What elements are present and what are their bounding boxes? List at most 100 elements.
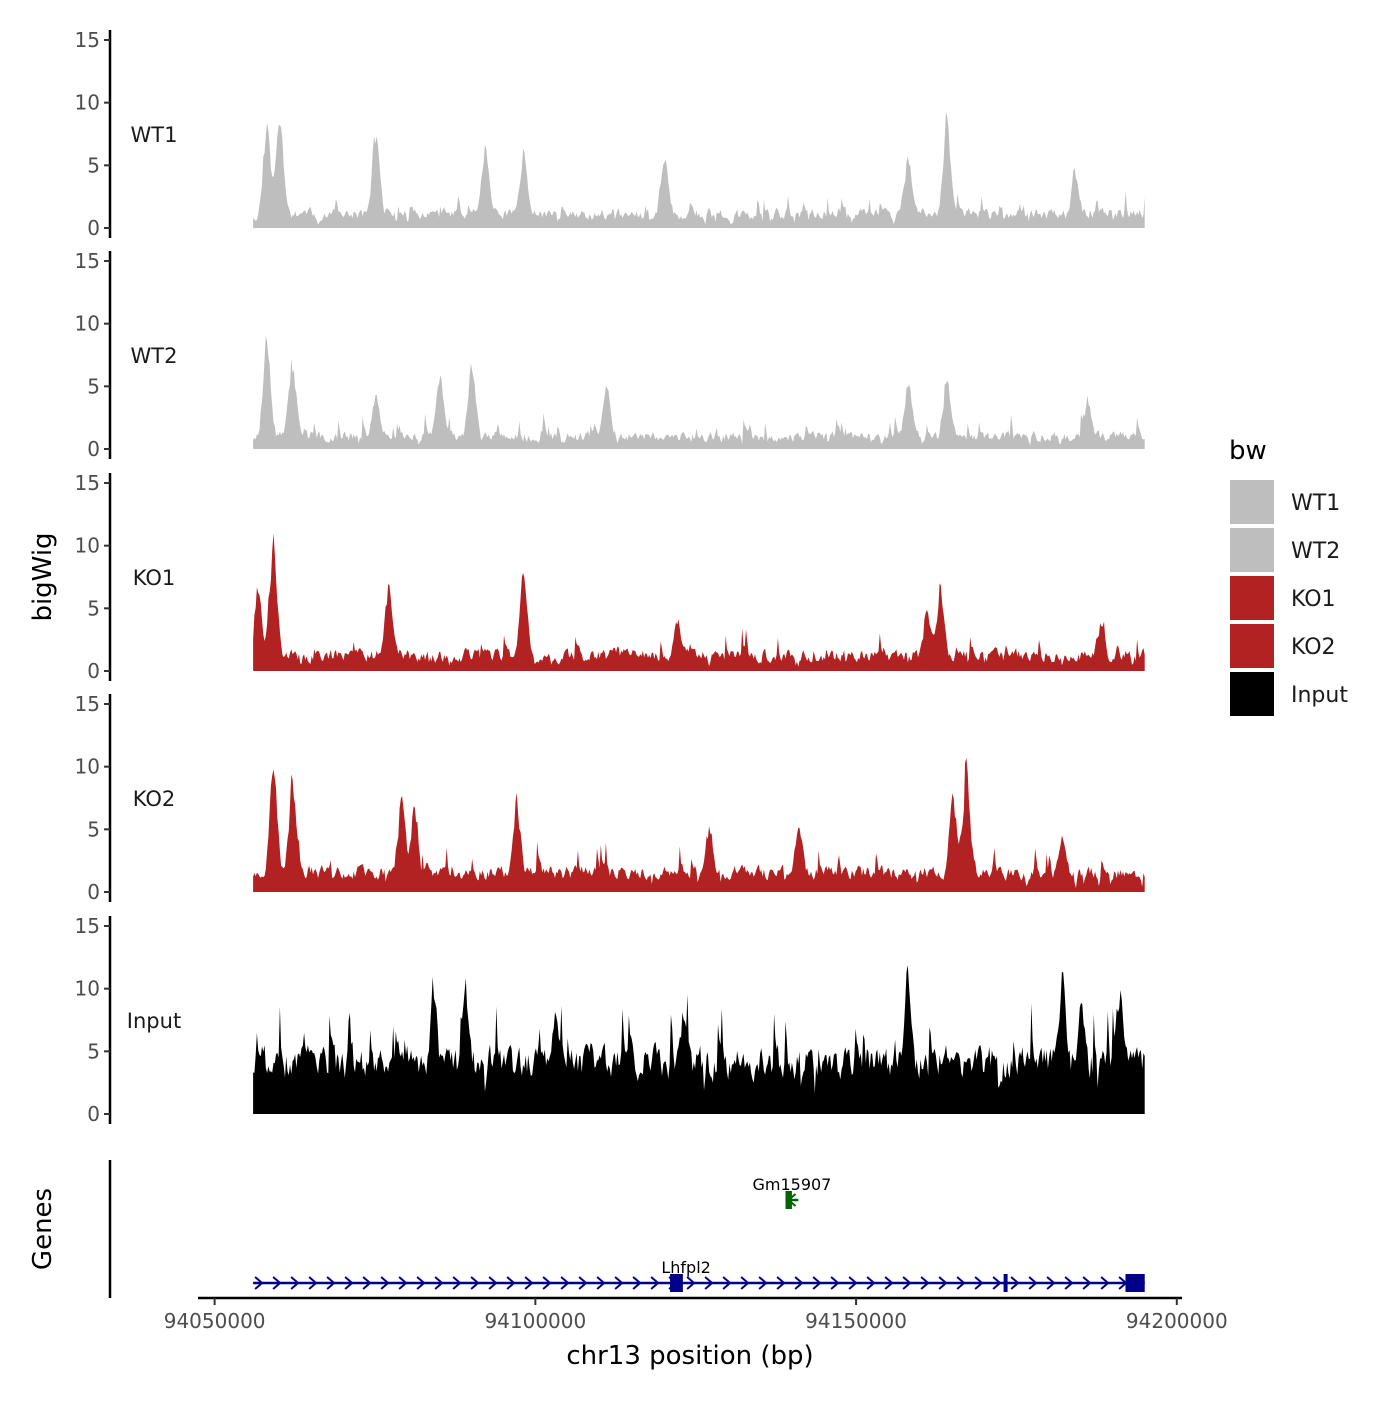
strand-arrow bbox=[344, 1276, 354, 1290]
strand-arrow bbox=[902, 1276, 912, 1290]
strand-arrow bbox=[1100, 1276, 1110, 1290]
track-label: WT2 bbox=[131, 344, 178, 368]
y-tick-label: 15 bbox=[75, 914, 100, 938]
strand-arrow bbox=[704, 1276, 714, 1290]
legend-label: WT1 bbox=[1291, 491, 1340, 516]
strand-arrow bbox=[830, 1276, 840, 1290]
y-tick-label: 15 bbox=[75, 692, 100, 716]
legend-item-input: Input bbox=[1230, 672, 1348, 716]
strand-arrow bbox=[974, 1276, 984, 1290]
strand-arrow bbox=[272, 1276, 282, 1290]
y-tick-label: 5 bbox=[87, 374, 100, 398]
gene-label: Lhfpl2 bbox=[661, 1258, 710, 1277]
y-tick-label: 15 bbox=[75, 471, 100, 495]
strand-arrow bbox=[938, 1276, 948, 1290]
legend-swatch bbox=[1230, 624, 1274, 668]
strand-arrow bbox=[758, 1276, 768, 1290]
strand-arrow bbox=[398, 1276, 408, 1290]
y-tick-label: 10 bbox=[75, 755, 100, 779]
y-axis-title: bigWig bbox=[28, 532, 58, 621]
signal-area-ko2 bbox=[253, 758, 1145, 892]
strand-arrow bbox=[578, 1276, 588, 1290]
strand-arrow bbox=[290, 1276, 300, 1290]
track-wt1: 0 5 10 15 WT1 bbox=[75, 28, 1145, 240]
strand-arrow bbox=[308, 1276, 318, 1290]
strand-arrow bbox=[416, 1276, 426, 1290]
strand-arrow bbox=[506, 1276, 516, 1290]
legend-item-ko2: KO2 bbox=[1230, 624, 1336, 668]
strand-arrow bbox=[1064, 1276, 1074, 1290]
legend-swatch bbox=[1230, 672, 1274, 716]
strand-arrow bbox=[884, 1276, 894, 1290]
y-tick-label: 10 bbox=[75, 312, 100, 336]
legend-label: KO1 bbox=[1291, 587, 1336, 612]
track-label: KO1 bbox=[133, 566, 176, 590]
strand-arrow bbox=[362, 1276, 372, 1290]
strand-arrow bbox=[560, 1276, 570, 1290]
legend-item-ko1: KO1 bbox=[1230, 576, 1336, 620]
strand-arrow bbox=[614, 1276, 624, 1290]
strand-arrow bbox=[776, 1276, 786, 1290]
exon bbox=[670, 1274, 683, 1292]
y-tick-label: 15 bbox=[75, 249, 100, 273]
legend-label: Input bbox=[1291, 683, 1348, 708]
y-tick-label: 0 bbox=[87, 659, 100, 683]
y-tick-label: 0 bbox=[87, 1102, 100, 1126]
strand-arrow bbox=[380, 1276, 390, 1290]
strand-arrow bbox=[596, 1276, 606, 1290]
x-axis: 94050000 94100000 94150000 94200000 bbox=[164, 1296, 1228, 1333]
strand-arrow bbox=[794, 1276, 804, 1290]
signal-area-wt1 bbox=[253, 111, 1145, 228]
strand-arrow bbox=[740, 1276, 750, 1290]
gene-label: Gm15907 bbox=[752, 1175, 831, 1194]
legend-title: bw bbox=[1229, 436, 1267, 466]
strand-arrow bbox=[452, 1276, 462, 1290]
exon bbox=[1003, 1274, 1008, 1292]
strand-arrow bbox=[1082, 1276, 1092, 1290]
x-tick-label: 94050000 bbox=[164, 1309, 266, 1333]
gene-gm15907: Gm15907 bbox=[752, 1175, 831, 1209]
strand-arrow bbox=[632, 1276, 642, 1290]
y-tick-label: 10 bbox=[75, 91, 100, 115]
strand-arrow bbox=[1046, 1276, 1056, 1290]
x-axis-title: chr13 position (bp) bbox=[566, 1341, 813, 1371]
strand-arrow bbox=[686, 1276, 696, 1290]
legend-swatch bbox=[1230, 480, 1274, 524]
track-ko2: 0 5 10 15 KO2 bbox=[75, 692, 1145, 904]
signal-area-input bbox=[253, 965, 1145, 1114]
y-tick-label: 5 bbox=[87, 153, 100, 177]
x-tick-label: 94150000 bbox=[805, 1309, 907, 1333]
strand-arrow bbox=[326, 1276, 336, 1290]
y-tick-label: 0 bbox=[87, 216, 100, 240]
y-tick-label: 10 bbox=[75, 977, 100, 1001]
strand-arrow bbox=[470, 1276, 480, 1290]
y-tick-label: 0 bbox=[87, 880, 100, 904]
track-label: Input bbox=[127, 1009, 181, 1033]
y-tick-label: 5 bbox=[87, 817, 100, 841]
y-tick-label: 10 bbox=[75, 534, 100, 558]
genes-axis-title: Genes bbox=[28, 1188, 58, 1270]
strand-arrow bbox=[920, 1276, 930, 1290]
legend-swatch bbox=[1230, 576, 1274, 620]
track-label: KO2 bbox=[133, 787, 176, 811]
exon bbox=[1125, 1274, 1145, 1292]
y-tick-label: 0 bbox=[87, 437, 100, 461]
y-tick-label: 15 bbox=[75, 28, 100, 52]
track-ko1: 0 5 10 15 KO1 bbox=[75, 471, 1145, 683]
strand-arrow bbox=[524, 1276, 534, 1290]
strand-arrow bbox=[866, 1276, 876, 1290]
legend-item-wt2: WT2 bbox=[1230, 528, 1340, 572]
strand-arrow bbox=[434, 1276, 444, 1290]
strand-arrow bbox=[956, 1276, 966, 1290]
track-wt2: 0 5 10 15 WT2 bbox=[75, 249, 1145, 461]
strand-arrow bbox=[650, 1276, 660, 1290]
y-tick-label: 5 bbox=[87, 1039, 100, 1063]
legend: bw WT1 WT2 KO1 KO2 Input bbox=[1229, 436, 1348, 716]
strand-arrow bbox=[254, 1276, 264, 1290]
strand-arrow bbox=[488, 1276, 498, 1290]
track-input: 0 5 10 15 Input bbox=[75, 914, 1145, 1126]
exon bbox=[785, 1191, 792, 1209]
strand-arrow bbox=[992, 1276, 1002, 1290]
